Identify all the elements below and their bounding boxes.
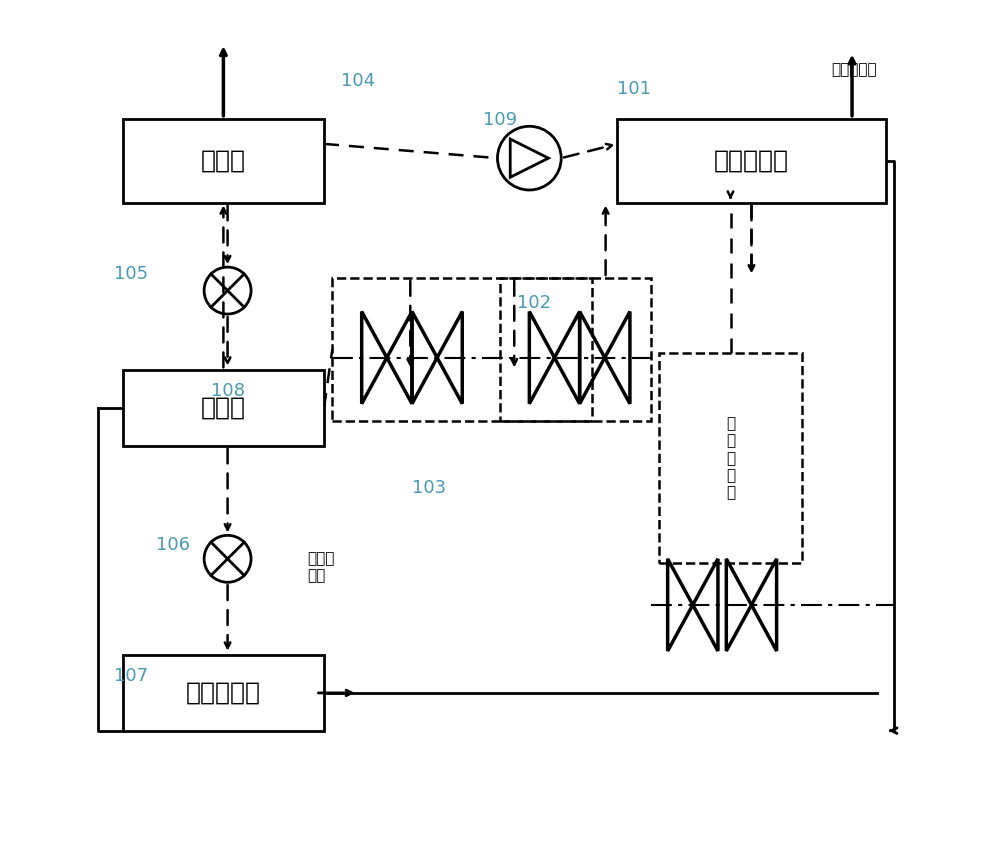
Text: 冷凝器: 冷凝器 xyxy=(201,149,246,172)
Text: 107: 107 xyxy=(114,667,149,685)
FancyBboxPatch shape xyxy=(123,655,324,731)
Text: 压缩机
进气: 压缩机 进气 xyxy=(307,551,335,584)
FancyBboxPatch shape xyxy=(123,119,324,203)
Text: 101: 101 xyxy=(617,81,651,98)
Text: 高压蒸发器: 高压蒸发器 xyxy=(714,149,789,172)
Text: 路
旁
冷
间
级: 路 旁 冷 间 级 xyxy=(726,416,735,500)
FancyBboxPatch shape xyxy=(123,370,324,446)
FancyBboxPatch shape xyxy=(617,119,886,203)
Text: 102: 102 xyxy=(517,294,551,312)
Text: 106: 106 xyxy=(156,536,190,553)
Text: 低压蒸发器: 低压蒸发器 xyxy=(186,681,261,705)
Text: 105: 105 xyxy=(114,265,149,283)
Text: 108: 108 xyxy=(211,382,245,400)
Text: 103: 103 xyxy=(412,479,446,496)
Text: 109: 109 xyxy=(483,111,517,130)
Text: 104: 104 xyxy=(341,72,375,90)
Text: 压缩机排气: 压缩机排气 xyxy=(832,62,877,77)
Text: 经济器: 经济器 xyxy=(201,396,246,420)
